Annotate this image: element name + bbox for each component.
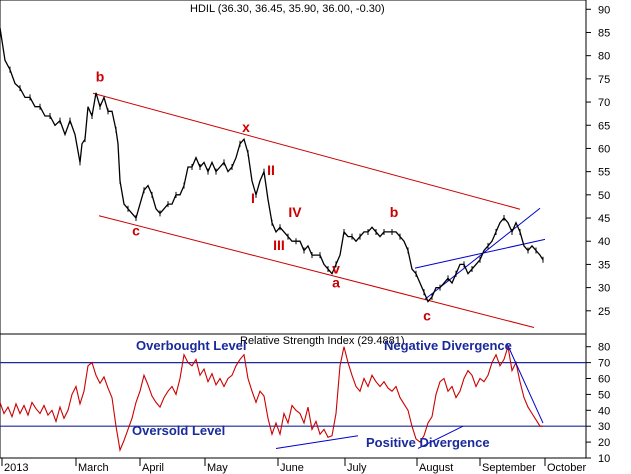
rsi-tick-label: 20 [598, 437, 610, 449]
wave-label: b [96, 69, 105, 85]
rsi-chart-title: Relative Strength Index (29.4881) [240, 335, 405, 347]
month-tick-label: October [547, 462, 586, 474]
date-axis: 2013 March April May June July August September… [1, 458, 586, 474]
wave-label: v [332, 261, 340, 277]
price-tick-label: 50 [598, 190, 610, 202]
price-chart-title: HDIL (36.30, 36.45, 35.90, 36.00, -0.30) [190, 3, 385, 15]
rsi-reference-levels [0, 362, 586, 427]
price-tick-label: 55 [598, 167, 610, 179]
month-tick-label: September [482, 462, 536, 474]
positive-divergence-label: Positive Divergence [366, 435, 490, 450]
price-tick-label: 40 [598, 236, 610, 248]
negative-divergence-label: Negative Divergence [384, 338, 512, 353]
month-tick-label: April [142, 462, 164, 474]
rsi-tick-label: 40 [598, 405, 610, 417]
overbought-level-label: Overbought Level [136, 338, 247, 353]
price-tick-label: 25 [598, 306, 610, 318]
divergence-line [275, 435, 359, 449]
wave-label: x [242, 119, 250, 135]
price-channel-lines [92, 92, 546, 328]
rsi-tick-label: 50 [598, 389, 610, 401]
wave-label: c [423, 308, 431, 324]
month-tick-label: 2013 [4, 462, 28, 474]
rsi-series [0, 346, 543, 453]
wave-label: IV [288, 204, 302, 220]
price-tick-label: 75 [598, 74, 610, 86]
oversold-level-label: Oversold Level [132, 423, 225, 438]
rsi-tick-label: 10 [598, 453, 610, 465]
wave-label: a [332, 275, 340, 291]
channel-line [414, 238, 546, 269]
rsi-tick-label: 70 [598, 358, 610, 370]
month-tick-label: June [280, 462, 304, 474]
price-tick-label: 85 [598, 27, 610, 39]
price-tick-label: 70 [598, 97, 610, 109]
price-tick-label: 30 [598, 283, 610, 295]
price-series [0, 24, 544, 303]
wave-label: I [251, 190, 255, 206]
price-tick-label: 60 [598, 143, 610, 155]
price-panel-frame [0, 0, 587, 335]
rsi-tick-label: 60 [598, 374, 610, 386]
rsi-divergence-lines [275, 343, 544, 449]
rsi-tick-label: 30 [598, 421, 610, 433]
price-tick-label: 80 [598, 51, 610, 63]
wave-label: b [390, 204, 399, 220]
rsi-axis: 10 20 30 40 50 60 70 80 [586, 342, 610, 465]
channel-line [98, 215, 535, 328]
rsi-line [0, 346, 543, 453]
month-tick-label: March [78, 462, 109, 474]
channel-line [92, 92, 521, 210]
price-tick-label: 35 [598, 259, 610, 271]
price-line [0, 27, 544, 303]
wave-label: III [273, 237, 285, 253]
wave-label: c [132, 223, 140, 239]
month-tick-label: July [347, 462, 367, 474]
rsi-tick-label: 80 [598, 342, 610, 354]
divergence-line [506, 343, 544, 424]
price-axis: 25 30 35 40 45 50 55 60 65 70 75 80 85 90 [586, 4, 610, 318]
month-tick-label: May [207, 462, 228, 474]
month-tick-label: August [419, 462, 453, 474]
price-tick-label: 65 [598, 120, 610, 132]
price-tick-label: 90 [598, 4, 610, 16]
price-tick-label: 45 [598, 213, 610, 225]
wave-label: II [267, 162, 275, 178]
divergence-line [417, 425, 464, 449]
